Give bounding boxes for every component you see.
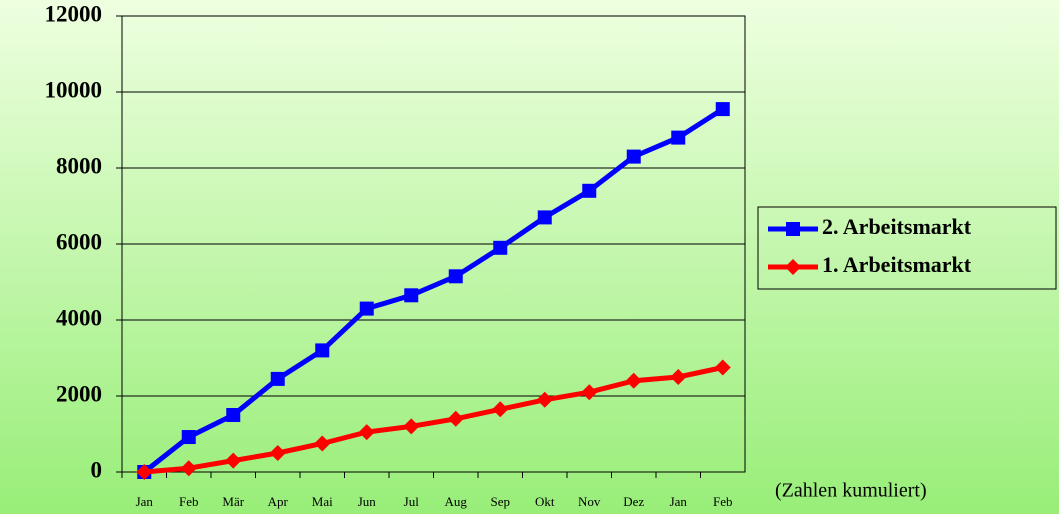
legend-label: 1. Arbeitsmarkt bbox=[822, 252, 972, 277]
x-tick-label: Mai bbox=[312, 494, 333, 509]
x-tick-label: Okt bbox=[535, 494, 555, 509]
marker bbox=[359, 301, 374, 316]
marker bbox=[270, 371, 285, 386]
marker bbox=[581, 384, 598, 401]
legend-label: 2. Arbeitsmarkt bbox=[822, 214, 972, 239]
marker bbox=[448, 269, 463, 284]
y-tick-label: 12000 bbox=[45, 1, 103, 26]
marker bbox=[582, 183, 597, 198]
marker bbox=[404, 288, 419, 303]
line bbox=[144, 365, 724, 475]
y-tick-label: 0 bbox=[91, 457, 103, 482]
marker bbox=[314, 435, 331, 452]
y-tick-label: 8000 bbox=[56, 153, 102, 178]
line bbox=[142, 106, 725, 474]
x-tick-label: Feb bbox=[179, 494, 199, 509]
x-tick-label: Jul bbox=[404, 494, 420, 509]
legend-marker bbox=[786, 222, 800, 236]
x-tick-label: Aug bbox=[445, 494, 468, 509]
x-tick-label: Mär bbox=[222, 494, 244, 509]
marker bbox=[181, 430, 196, 445]
marker bbox=[358, 424, 375, 441]
marker bbox=[492, 401, 509, 418]
marker bbox=[493, 240, 508, 255]
x-tick-label: Jan bbox=[670, 494, 688, 509]
marker bbox=[625, 372, 642, 389]
x-tick-label: Apr bbox=[268, 494, 289, 509]
marker bbox=[226, 408, 241, 422]
legend-box bbox=[757, 206, 1057, 290]
marker bbox=[537, 210, 552, 225]
marker bbox=[670, 369, 687, 385]
marker bbox=[671, 130, 686, 145]
marker bbox=[136, 464, 153, 480]
marker bbox=[715, 102, 730, 117]
marker bbox=[315, 343, 330, 358]
y-tick-label: 4000 bbox=[56, 305, 102, 330]
marker bbox=[180, 460, 197, 477]
marker bbox=[626, 149, 641, 164]
marker bbox=[403, 418, 420, 435]
x-tick-label: Feb bbox=[713, 494, 733, 509]
annotation: (Zahlen kumuliert) bbox=[775, 480, 927, 502]
x-tick-label: Jan bbox=[136, 494, 154, 509]
legend-marker bbox=[785, 259, 801, 275]
x-tick-label: Dez bbox=[623, 494, 644, 509]
marker bbox=[225, 452, 242, 469]
marker bbox=[714, 359, 731, 376]
x-tick-label: Jun bbox=[358, 494, 377, 509]
x-tick-label: Nov bbox=[578, 494, 601, 509]
marker bbox=[269, 445, 286, 461]
y-tick-label: 2000 bbox=[56, 381, 102, 406]
marker bbox=[536, 391, 553, 408]
marker bbox=[447, 410, 464, 427]
x-tick-label: Sep bbox=[491, 494, 511, 509]
y-tick-label: 6000 bbox=[56, 229, 102, 254]
y-tick-label: 10000 bbox=[45, 77, 103, 102]
